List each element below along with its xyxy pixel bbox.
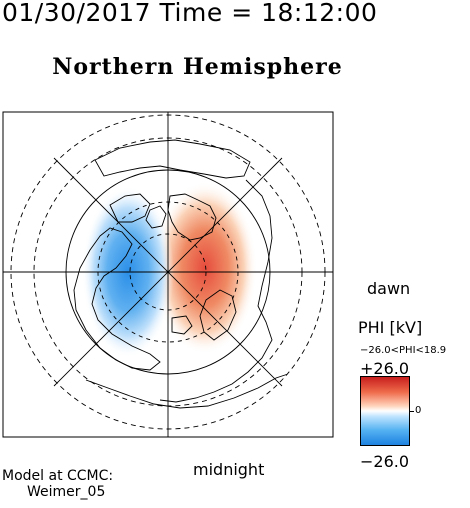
header-equals: =	[231, 0, 253, 27]
model-credit: Model at CCMC:	[2, 468, 114, 484]
polar-map	[2, 111, 334, 438]
dawn-label: dawn	[367, 279, 411, 298]
coastlines	[73, 139, 295, 409]
colorbar-range: −26.0<PHI<18.9	[360, 345, 447, 356]
header-time: 18:12:00	[261, 0, 378, 27]
midnight-label: midnight	[193, 460, 265, 479]
map-title: Northern Hemisphere	[52, 54, 343, 80]
header-date: 01/30/2017	[2, 0, 152, 27]
meridian-lines	[3, 112, 333, 437]
header-datetime: 01/30/2017 Time = 18:12:00	[2, 0, 377, 27]
colorbar	[360, 376, 410, 446]
colorbar-max-label: +26.0	[360, 359, 410, 378]
colorbar-min-label: −26.0	[360, 452, 410, 471]
header-time-label: Time	[159, 0, 223, 27]
model-name: Weimer_05	[27, 484, 106, 500]
positive-potential-cell	[153, 182, 257, 354]
colorbar-title: PHI [kV]	[358, 318, 423, 337]
colorbar-zero-tick	[410, 411, 414, 412]
colorbar-zero-label: 0	[415, 405, 422, 416]
